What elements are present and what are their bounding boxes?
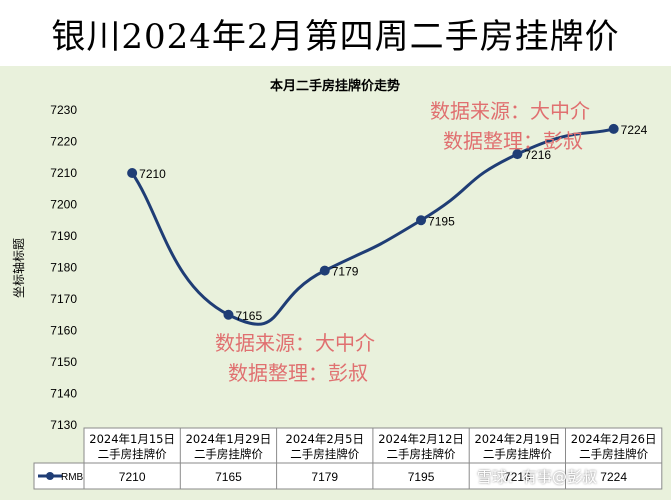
annotation-source: 数据来源：大中介 [430,99,590,123]
x-category-label-line2: 二手房挂牌价 [290,447,359,461]
y-tick-label: 7230 [50,103,77,117]
y-tick-label: 7150 [50,355,77,369]
x-category-label-line1: 2024年2月5日 [286,432,364,446]
data-table-value: 7210 [119,470,146,484]
x-category-label-line1: 2024年2月12日 [378,432,464,446]
annotation-editor: 数据整理：彭叔 [443,129,583,153]
y-axis-label: 坐标轴标题 [11,238,26,298]
chart-title: 本月二手房挂牌价走势 [270,78,400,94]
y-tick-label: 7180 [50,261,77,275]
y-tick-label: 7130 [50,418,77,432]
data-table-value: 7216 [504,470,531,484]
x-category-label-line2: 二手房挂牌价 [387,447,456,461]
data-table-value: 7165 [215,470,242,484]
data-point [319,265,330,276]
data-table-value: 7224 [600,470,627,484]
data-point [608,123,619,134]
x-category-label-line2: 二手房挂牌价 [98,447,167,461]
banner-title: 银川2024年2月第四周二手房挂牌价 [51,16,620,57]
x-category-label-line1: 2024年1月29日 [186,432,272,446]
y-tick-label: 7170 [50,292,77,306]
banner: 银川2024年2月第四周二手房挂牌价 [0,0,671,66]
y-tick-label: 7210 [50,166,77,180]
x-category-label-line2: 二手房挂牌价 [579,447,648,461]
watermark: 雪球：有事@彭叔 [477,468,598,486]
data-table-value: 7179 [311,470,338,484]
data-label: 7195 [428,214,455,228]
data-label: 7179 [332,265,359,279]
data-point [127,168,138,178]
x-category-label-line1: 2024年2月19日 [474,432,560,446]
data-point [512,149,523,160]
legend-series-name: RMB [61,472,84,483]
data-label: 7224 [621,123,648,137]
data-label: 7165 [235,309,262,323]
y-tick-label: 7220 [50,135,77,149]
data-table-value: 7195 [408,470,435,484]
data-point [416,215,427,226]
y-tick-label: 7200 [50,198,77,212]
x-category-label-line2: 二手房挂牌价 [483,447,552,461]
annotation-source: 数据来源：大中介 [215,331,375,355]
data-label: 7210 [139,167,166,181]
x-category-label-line1: 2024年2月26日 [571,432,657,446]
annotation-editor: 数据整理：彭叔 [228,361,368,385]
y-tick-label: 7190 [50,229,77,243]
y-tick-label: 7140 [50,387,77,401]
data-point [223,309,234,320]
data-label: 7216 [524,148,551,162]
y-tick-label: 7160 [50,324,77,338]
x-category-label-line2: 二手房挂牌价 [194,447,263,461]
x-category-label-line1: 2024年1月15日 [89,432,175,446]
legend-marker [46,472,54,480]
